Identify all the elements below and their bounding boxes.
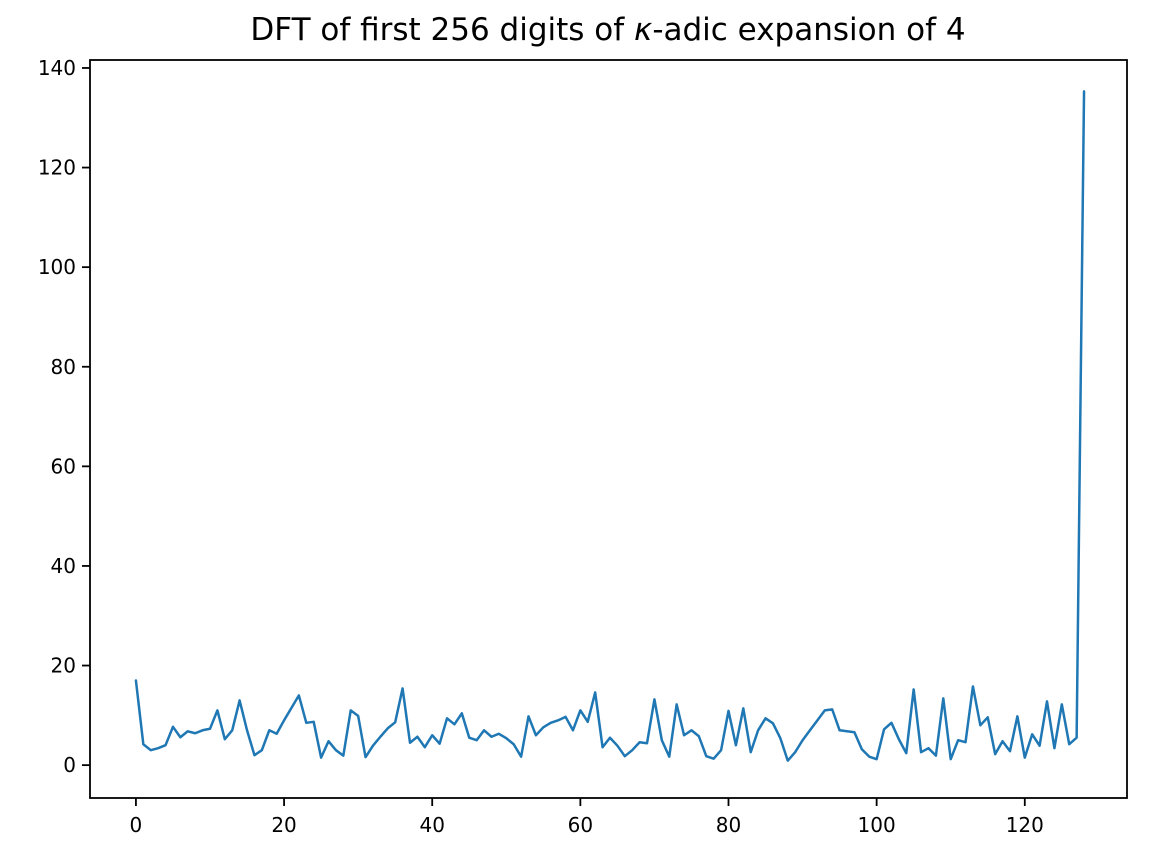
x-tick-label: 20	[271, 813, 296, 837]
y-tick-label: 0	[63, 753, 76, 777]
chart-title: DFT of first 256 digits of κ-adic expans…	[250, 12, 965, 48]
y-tick-label: 100	[38, 255, 76, 279]
chart-title-prefix: DFT of first 256 digits of	[250, 12, 634, 48]
data-series-line	[134, 90, 1086, 762]
x-tick-label: 60	[568, 813, 593, 837]
x-tick-label: 80	[716, 813, 741, 837]
x-tick-label: 100	[858, 813, 896, 837]
axes-spines	[89, 59, 1128, 799]
y-axis-ticks: 0 20 40 60 80 100 120 140	[38, 56, 90, 777]
x-tick-label: 120	[1006, 813, 1044, 837]
chart-title-kappa-symbol: κ	[634, 12, 653, 48]
y-tick-label: 60	[51, 454, 76, 478]
plot-area	[90, 60, 1127, 798]
y-tick-label: 120	[38, 156, 76, 180]
y-tick-label: 40	[51, 554, 76, 578]
y-tick-label: 80	[51, 355, 76, 379]
x-tick-label: 0	[130, 813, 143, 837]
x-axis-ticks: 0 20 40 60 80 100 120	[130, 798, 1044, 837]
chart-title-suffix: -adic expansion of 4	[652, 12, 965, 48]
y-tick-label: 20	[51, 654, 76, 678]
x-tick-label: 40	[419, 813, 444, 837]
y-tick-label: 140	[38, 56, 76, 80]
